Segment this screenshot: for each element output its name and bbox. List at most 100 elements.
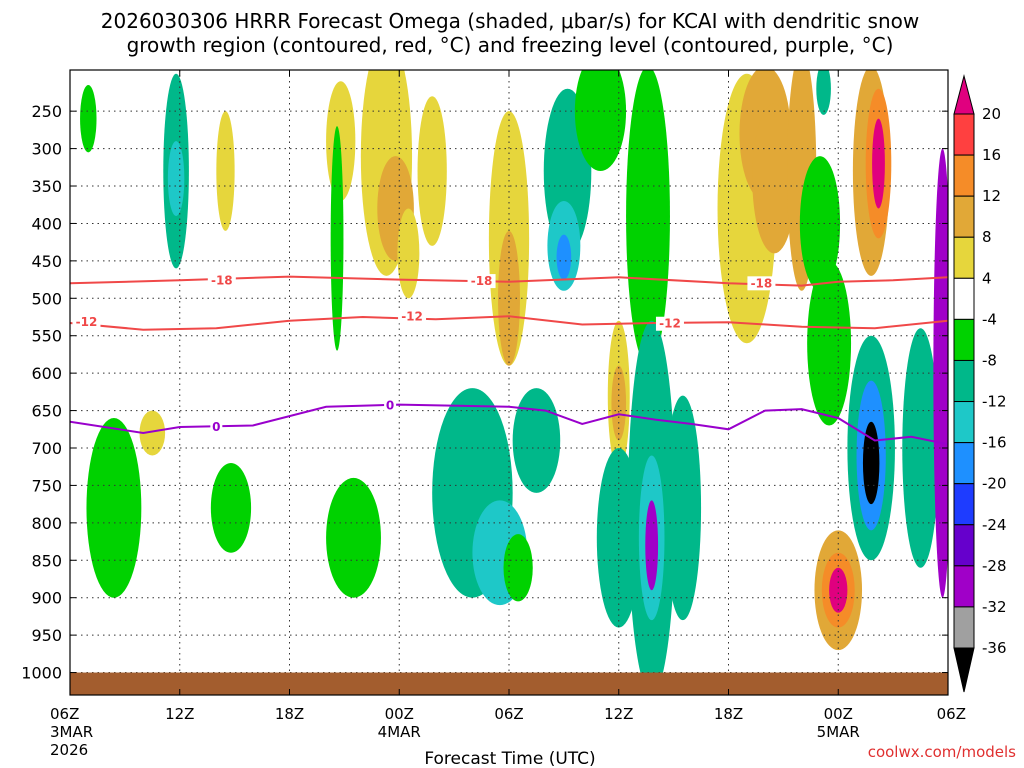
colorbar-bin bbox=[953, 318, 975, 361]
x-tick-label: 06Z bbox=[494, 705, 523, 723]
colorbar-label: -16 bbox=[982, 434, 1007, 452]
colorbar: 20 16 12 8 4 -4 -8 -12 -16 -20 -24 -28 -32 -36 bbox=[953, 74, 1007, 693]
omega-cell bbox=[167, 141, 185, 216]
contour-label: 0 bbox=[386, 398, 394, 412]
omega-cell bbox=[574, 70, 627, 172]
omega-shading bbox=[80, 70, 948, 695]
omega-cell bbox=[816, 70, 831, 115]
colorbar-bin bbox=[953, 565, 975, 608]
colorbar-label: -28 bbox=[982, 557, 1007, 575]
colorbar-label: 4 bbox=[982, 269, 992, 287]
contour-label-bg bbox=[467, 274, 496, 289]
freezing-level-line bbox=[70, 403, 948, 446]
dgz-line-minus18 bbox=[70, 275, 948, 287]
x-tick-date: 3MAR bbox=[50, 723, 93, 741]
omega-cell bbox=[216, 111, 235, 231]
colorbar-bin bbox=[953, 154, 975, 197]
y-tick-label: 900 bbox=[31, 589, 62, 608]
omega-cell bbox=[417, 96, 447, 246]
x-axis-title: Forecast Time (UTC) bbox=[424, 749, 595, 768]
omega-cell bbox=[862, 421, 880, 505]
omega-cell bbox=[829, 567, 848, 613]
y-tick-label: 600 bbox=[31, 364, 62, 383]
contour-labels: -18 -18 -18 -12 -12 -12 0 0 bbox=[72, 273, 776, 435]
x-tick-label: 18Z bbox=[275, 705, 304, 723]
colorbar-label: -24 bbox=[982, 516, 1007, 534]
contour-label: -12 bbox=[401, 309, 423, 323]
colorbar-bin bbox=[953, 277, 975, 320]
omega-cell bbox=[752, 103, 797, 254]
contour-label-bg bbox=[398, 309, 427, 324]
omega-cell bbox=[872, 118, 885, 209]
omega-cell bbox=[80, 84, 97, 153]
x-tick-label: 18Z bbox=[714, 705, 743, 723]
colorbar-bin bbox=[953, 195, 975, 238]
contour-label: 0 bbox=[212, 420, 220, 434]
omega-cell bbox=[611, 365, 627, 441]
colorbar-bin bbox=[953, 606, 975, 649]
colorbar-bin bbox=[953, 236, 975, 279]
colorbar-bin bbox=[953, 359, 975, 403]
contour-label: -18 bbox=[751, 276, 773, 290]
contour-lines bbox=[70, 275, 948, 446]
y-tick-label: 550 bbox=[31, 327, 62, 346]
colorbar-bin bbox=[953, 483, 975, 526]
y-tick-label: 800 bbox=[31, 514, 62, 533]
colorbar-label: 12 bbox=[982, 187, 1001, 205]
colorbar-label: 20 bbox=[982, 105, 1001, 123]
y-tick-label: 400 bbox=[31, 214, 62, 233]
y-tick-label: 500 bbox=[31, 289, 62, 308]
credit-text: coolwx.com/models bbox=[868, 743, 1016, 761]
contour-label: -18 bbox=[211, 273, 233, 287]
omega-cell bbox=[902, 328, 939, 568]
x-tick-label: 12Z bbox=[604, 705, 633, 723]
y-tick-label: 950 bbox=[31, 626, 62, 645]
omega-cell bbox=[210, 462, 252, 553]
colorbar-bin bbox=[953, 524, 975, 567]
x-tick-date: 5MAR bbox=[817, 723, 860, 741]
contour-label: -12 bbox=[659, 317, 681, 331]
y-tick-label: 300 bbox=[31, 140, 62, 159]
contour-label-bg bbox=[655, 316, 684, 331]
omega-cell bbox=[139, 410, 166, 456]
contour-label-bg bbox=[210, 420, 223, 435]
omega-cell bbox=[397, 208, 420, 299]
contour-label-bg bbox=[384, 398, 397, 413]
omega-cell bbox=[645, 500, 659, 591]
colorbar-top-arrow bbox=[953, 74, 975, 115]
colorbar-bin bbox=[953, 113, 975, 156]
y-tick-label: 750 bbox=[31, 476, 62, 495]
omega-cell bbox=[626, 70, 670, 366]
x-tick-year: 2026 bbox=[50, 741, 88, 759]
chart-title-line1: 2026030306 HRRR Forecast Omega (shaded, … bbox=[101, 9, 919, 33]
grid-lines bbox=[69, 70, 949, 695]
omega-cell bbox=[556, 234, 572, 280]
dgz-line-minus12 bbox=[70, 315, 948, 331]
colorbar-label: 16 bbox=[982, 146, 1001, 164]
y-tick-label: 650 bbox=[31, 402, 62, 421]
y-tick-label: 450 bbox=[31, 252, 62, 271]
colorbar-label: -12 bbox=[982, 393, 1007, 411]
colorbar-label: -36 bbox=[982, 639, 1007, 657]
contour-label: -18 bbox=[471, 274, 493, 288]
y-tick-label: 700 bbox=[31, 439, 62, 458]
y-tick-label: 850 bbox=[31, 551, 62, 570]
omega-cell bbox=[498, 230, 520, 366]
x-tick-label: 00Z bbox=[824, 705, 853, 723]
x-tick-label: 00Z bbox=[385, 705, 414, 723]
colorbar-label: -8 bbox=[982, 351, 997, 369]
x-tick-label: 06Z bbox=[937, 705, 966, 723]
colorbar-bottom-arrow bbox=[953, 647, 975, 693]
omega-cell bbox=[86, 418, 142, 598]
omega-cell bbox=[512, 388, 561, 493]
x-tick-date: 4MAR bbox=[378, 723, 421, 741]
colorbar-bin bbox=[953, 442, 975, 485]
x-tick-label: 06Z bbox=[50, 705, 79, 723]
colorbar-bin bbox=[953, 401, 975, 444]
colorbar-label: -20 bbox=[982, 475, 1007, 493]
colorbar-label: -4 bbox=[982, 310, 997, 328]
omega-cell bbox=[503, 534, 533, 602]
y-tick-label: 350 bbox=[31, 177, 62, 196]
